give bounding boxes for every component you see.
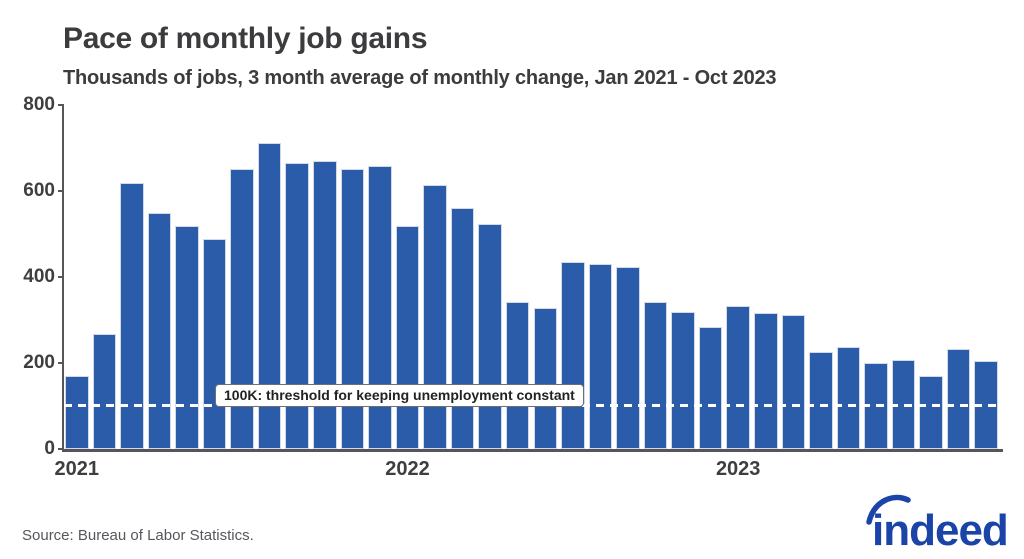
x-tick-label: 2021 — [54, 458, 100, 480]
bar — [643, 302, 668, 449]
bar — [809, 352, 833, 449]
bar — [781, 315, 806, 449]
y-tick-label: 200 — [23, 352, 55, 373]
bar — [450, 208, 475, 449]
bar — [588, 264, 613, 449]
bar — [478, 224, 502, 449]
bar — [946, 349, 971, 449]
bar — [285, 163, 309, 449]
y-tick-mark — [58, 104, 63, 106]
bar — [919, 376, 943, 449]
bar — [120, 183, 144, 449]
y-tick-mark — [58, 362, 63, 364]
y-tick-mark — [58, 190, 63, 192]
bar — [257, 143, 282, 449]
indeed-logo-text: indeed — [872, 506, 1008, 554]
bar — [561, 262, 585, 449]
bar — [533, 308, 558, 449]
x-tick-label: 2023 — [715, 458, 761, 480]
bar — [202, 239, 227, 449]
indeed-swoosh-icon — [866, 494, 911, 525]
bar — [836, 347, 861, 449]
bar — [147, 213, 172, 449]
y-tick-mark — [58, 448, 63, 450]
bar — [671, 312, 695, 449]
bar — [395, 226, 420, 449]
y-tick-label: 0 — [44, 438, 55, 459]
chart-subtitle: Thousands of jobs, 3 month average of mo… — [63, 67, 777, 89]
bar — [505, 302, 530, 449]
bar — [340, 169, 365, 449]
y-axis-line — [62, 104, 64, 450]
x-axis-line — [62, 449, 1003, 452]
bar — [698, 327, 723, 449]
y-tick-label: 600 — [23, 180, 55, 201]
bar — [313, 161, 337, 449]
y-tick-label: 400 — [23, 266, 55, 287]
bar — [175, 226, 199, 449]
bar — [92, 334, 117, 449]
x-tick-label: 2022 — [385, 458, 430, 480]
bar — [230, 169, 254, 449]
chart-title: Pace of monthly job gains — [63, 22, 428, 55]
bar — [423, 185, 447, 449]
bar — [754, 313, 778, 449]
bar — [368, 166, 392, 449]
threshold-annotation: 100K: threshold for keeping unemployment… — [215, 384, 584, 407]
bar — [65, 376, 89, 449]
bar — [726, 306, 750, 449]
indeed-logo: indeed — [866, 494, 1009, 554]
source-note: Source: Bureau of Labor Statistics. — [22, 527, 254, 544]
y-tick-mark — [58, 276, 63, 278]
y-tick-label: 800 — [23, 94, 55, 115]
bar — [616, 267, 640, 449]
